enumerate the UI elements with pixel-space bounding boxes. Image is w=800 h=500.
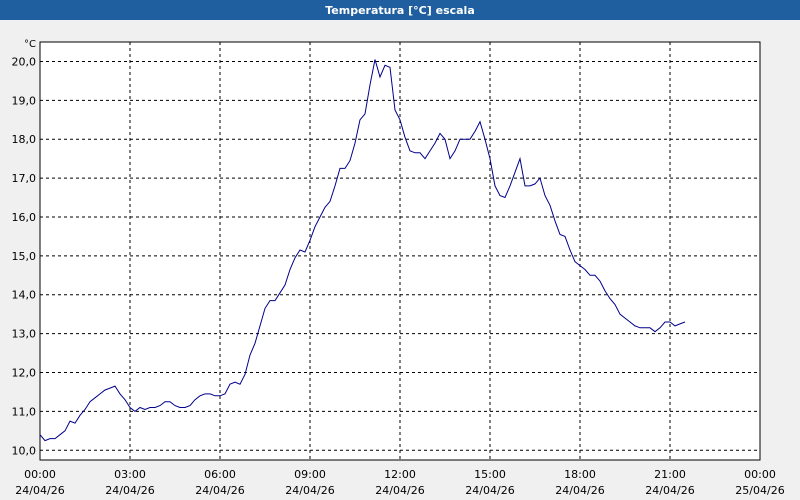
- y-tick-label: 20,0: [12, 55, 37, 68]
- y-tick-label: 18,0: [12, 133, 37, 146]
- x-tick-date: 24/04/26: [375, 484, 424, 497]
- x-tick-date: 24/04/26: [195, 484, 244, 497]
- x-tick-label: 09:00: [294, 468, 326, 481]
- x-tick-label: 12:00: [384, 468, 416, 481]
- x-tick-label: 21:00: [654, 468, 686, 481]
- x-tick-date: 24/04/26: [285, 484, 334, 497]
- y-tick-label: 10,0: [12, 444, 37, 457]
- y-tick-label: 19,0: [12, 94, 37, 107]
- y-tick-label: 15,0: [12, 250, 37, 263]
- title-bar: [0, 0, 800, 20]
- x-tick-label: 03:00: [114, 468, 146, 481]
- x-tick-label: 06:00: [204, 468, 236, 481]
- y-tick-label: 14,0: [12, 289, 37, 302]
- x-tick-label: 00:00: [744, 468, 776, 481]
- y-tick-label: 16,0: [12, 211, 37, 224]
- window-title: Temperatura [°C] escala: [325, 4, 475, 17]
- x-tick-date: 24/04/26: [15, 484, 64, 497]
- x-tick-date: 24/04/26: [645, 484, 694, 497]
- x-tick-label: 18:00: [564, 468, 596, 481]
- x-tick-label: 00:00: [24, 468, 56, 481]
- unit-label: °C: [24, 39, 36, 50]
- y-tick-label: 13,0: [12, 328, 37, 341]
- x-tick-date: 24/04/26: [105, 484, 154, 497]
- x-tick-date: 25/04/26: [735, 484, 784, 497]
- x-tick-date: 24/04/26: [555, 484, 604, 497]
- temperature-line: [39, 59, 686, 442]
- y-tick-label: 17,0: [12, 172, 37, 185]
- y-tick-label: 11,0: [12, 405, 37, 418]
- x-tick-label: 15:00: [474, 468, 506, 481]
- y-tick-label: 12,0: [12, 367, 37, 380]
- x-tick-date: 24/04/26: [465, 484, 514, 497]
